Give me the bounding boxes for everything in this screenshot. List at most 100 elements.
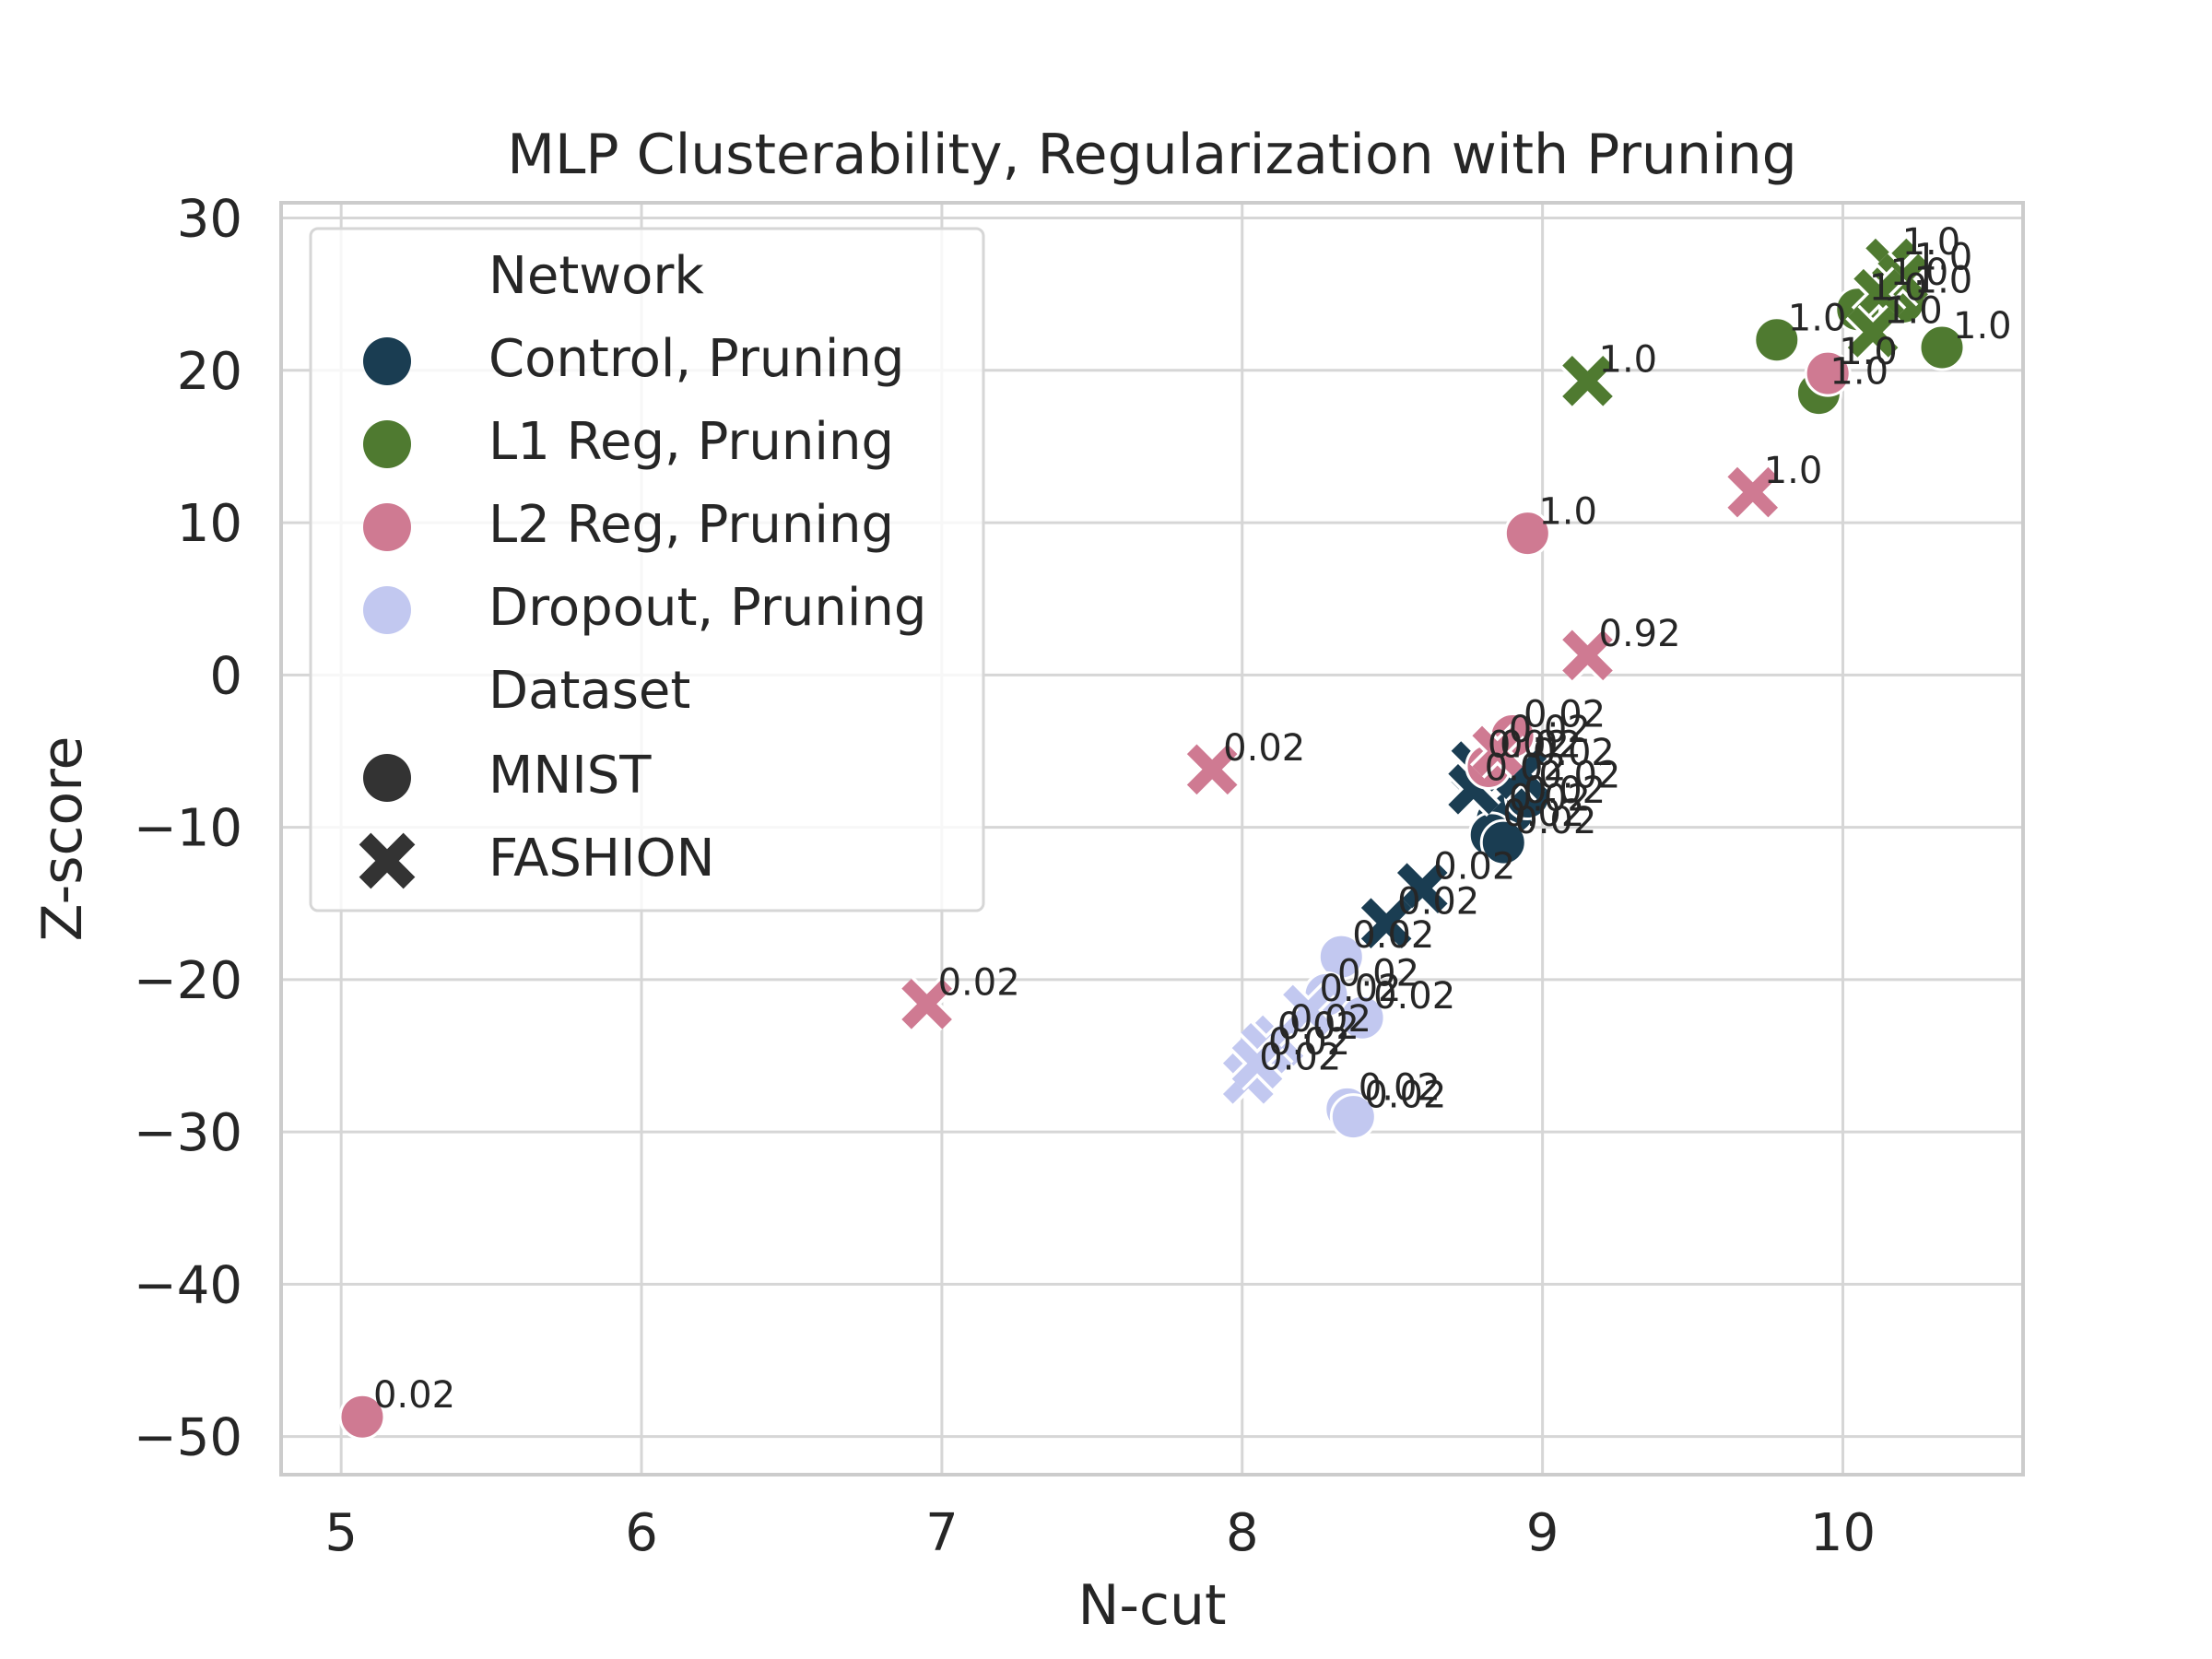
chart-title: MLP Clusterability, Regularization with … [507, 123, 1797, 187]
x-axis-label: N-cut [1077, 1573, 1226, 1638]
data-point-label: 0.02 [1337, 952, 1419, 994]
data-point-label: 1.0 [1599, 338, 1658, 381]
data-point-label: 1.0 [1830, 351, 1888, 394]
data-point-circle [1503, 510, 1551, 558]
data-point-x [1724, 465, 1781, 520]
data-point-label: 0.92 [1599, 613, 1681, 655]
data-point-label: 0.02 [373, 1374, 455, 1417]
data-point-x-mark [1853, 268, 1904, 320]
data-point-label: 0.02 [1485, 747, 1567, 789]
data-point-label: 1.0 [1884, 289, 1943, 332]
data-point-x [1469, 724, 1525, 779]
x-tick-label: 5 [324, 1503, 358, 1563]
data-point-x-mark [1186, 744, 1238, 795]
data-point-label: 0.02 [1509, 709, 1591, 751]
data-point-label: 1.0 [1538, 491, 1597, 534]
legend-marker-l1 [363, 420, 411, 468]
legend-marker-mnist [363, 754, 411, 802]
data-point-label: 0.02 [1359, 1066, 1441, 1109]
x-tick-label: 8 [1226, 1503, 1259, 1563]
y-tick-labels: 30 20 10 0 −10 −20 −30 −40 −50 [134, 190, 242, 1468]
legend-label-control: Control, Pruning [488, 329, 904, 389]
legend-label-mnist: MNIST [488, 746, 652, 806]
data-point-label: 0.02 [1524, 693, 1606, 735]
data-point-label: 0.02 [938, 961, 1020, 1004]
legend-label-l2: L2 Reg, Pruning [488, 495, 894, 555]
data-point-x [1559, 628, 1616, 683]
data-point-label: 0.02 [1373, 975, 1455, 1018]
data-point-circle [1918, 324, 1966, 371]
data-point-x-mark [1562, 356, 1613, 406]
data-point-label: 0.02 [1533, 732, 1615, 774]
data-point-label: 0.02 [1524, 770, 1606, 812]
grid-lines [281, 203, 2023, 1475]
data-point-x [1559, 353, 1616, 409]
data-point-x-mark [1847, 307, 1899, 358]
data-point-circle [1753, 316, 1801, 364]
x-tick-label: 10 [1810, 1503, 1876, 1563]
data-point-label: 0.02 [1277, 1006, 1359, 1048]
data-point-label: 0.02 [1289, 998, 1371, 1041]
y-tick-label: −40 [134, 1255, 242, 1315]
data-point-x [1845, 304, 1900, 360]
data-point-label: 0.02 [1500, 724, 1582, 766]
data-point-label: 0.02 [1514, 800, 1596, 842]
data-point-label: 0.02 [1352, 914, 1434, 957]
y-tick-label: 0 [209, 646, 242, 706]
data-point-label: 1.0 [1764, 450, 1823, 492]
y-tick-label: −50 [134, 1408, 242, 1468]
legend-label-l1: L1 Reg, Pruning [488, 412, 894, 472]
y-tick-label: −30 [134, 1103, 242, 1163]
data-point-x [1184, 742, 1240, 797]
data-point-label: 1.0 [1914, 237, 1973, 279]
x-tick-label: 6 [625, 1503, 658, 1563]
legend: Network Control, Pruning L1 Reg, Pruning… [309, 227, 985, 912]
data-point-label: 1.0 [1914, 259, 1973, 301]
data-point-x [1359, 895, 1414, 951]
x-tick-label: 9 [1526, 1503, 1559, 1563]
data-point-x-mark [1231, 1038, 1283, 1089]
data-point-label: 1.0 [1890, 252, 1949, 294]
y-tick-label: −10 [134, 799, 242, 859]
data-point-circle [1804, 349, 1852, 397]
data-point-x [1230, 1035, 1285, 1091]
x-tick-label: 7 [925, 1503, 959, 1563]
data-point-label: 0.02 [1223, 727, 1305, 770]
legend-marker-dropout [363, 586, 411, 634]
data-point-label: 1.0 [1788, 298, 1847, 340]
data-point-circle [1479, 818, 1527, 866]
data-point-x [899, 976, 955, 1032]
data-point-label: 1.0 [1953, 305, 2012, 347]
legend-marker-fashion [359, 832, 416, 889]
legend-label-fashion: FASHION [488, 829, 715, 888]
data-point-labels: 0.020.020.020.020.020.020.020.020.020.02… [373, 221, 2012, 1417]
y-tick-label: 20 [177, 342, 242, 402]
data-point-x-mark [901, 979, 952, 1030]
data-point-label: 1.0 [1902, 221, 1961, 264]
x-tick-labels: 5 6 7 8 9 10 [324, 1503, 1876, 1563]
data-point-label: 0.02 [1319, 968, 1401, 1010]
y-axis-label: Z-score [30, 736, 95, 942]
data-point-label: 0.02 [1364, 1075, 1446, 1117]
data-point-circle [1338, 994, 1386, 1041]
data-point-circle [1329, 1093, 1377, 1141]
data-point-label: 0.02 [1259, 1036, 1341, 1078]
data-point-x-mark [1360, 898, 1412, 949]
legend-marker-l2 [363, 503, 411, 551]
data-point-x [1851, 266, 1907, 322]
data-points [338, 236, 1966, 1441]
data-point-label: 1.0 [1839, 331, 1898, 373]
data-point-label: 0.02 [1502, 793, 1584, 835]
data-point-label: 1.0 [1869, 267, 1928, 310]
data-point-x-mark [1396, 863, 1448, 914]
plot-frame [279, 201, 2025, 1477]
legend-title-dataset: Dataset [488, 661, 690, 721]
data-point-label: 0.02 [1488, 724, 1570, 766]
legend-marker-control [363, 337, 411, 385]
y-tick-label: 10 [177, 494, 242, 554]
data-point-label: 0.02 [1538, 755, 1620, 797]
data-point-label: 0.02 [1268, 1021, 1350, 1064]
data-point-x [1394, 860, 1451, 916]
legend-title-network: Network [488, 246, 704, 306]
